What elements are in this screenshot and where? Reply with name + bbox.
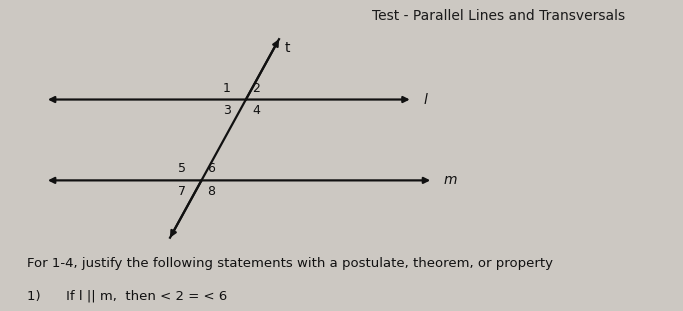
Text: 6: 6 (208, 162, 215, 175)
Text: m: m (444, 173, 458, 188)
Text: 4: 4 (252, 104, 260, 118)
Text: 2: 2 (252, 81, 260, 95)
Text: For 1-4, justify the following statements with a postulate, theorem, or property: For 1-4, justify the following statement… (27, 257, 553, 270)
Text: 5: 5 (178, 162, 186, 175)
Text: l: l (423, 92, 428, 107)
Text: 3: 3 (223, 104, 231, 118)
Text: 1: 1 (223, 81, 231, 95)
Text: 7: 7 (178, 185, 186, 198)
Text: t: t (285, 41, 290, 55)
Text: 8: 8 (208, 185, 216, 198)
Text: Test - Parallel Lines and Transversals: Test - Parallel Lines and Transversals (372, 9, 625, 23)
Text: 1)      If l || m,  then < 2 = < 6: 1) If l || m, then < 2 = < 6 (27, 289, 227, 302)
